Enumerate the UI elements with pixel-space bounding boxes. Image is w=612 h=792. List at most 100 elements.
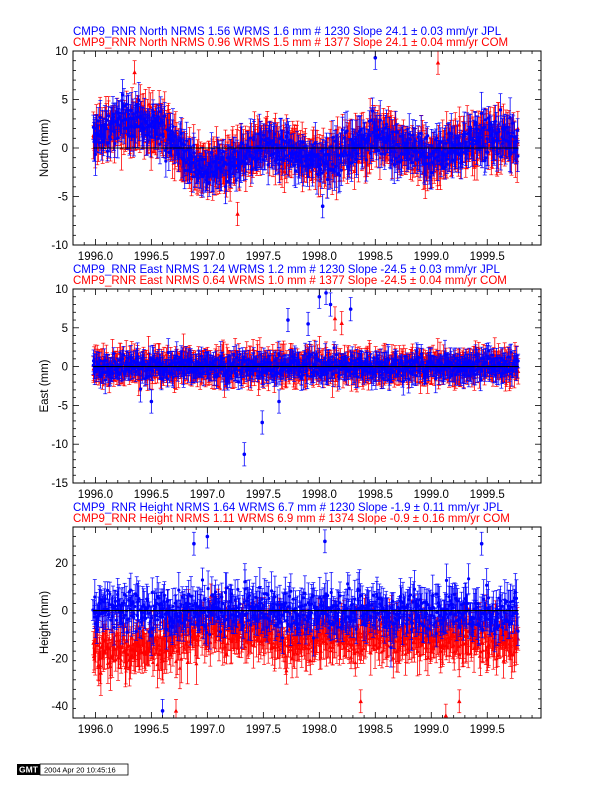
data-point: [192, 136, 197, 169]
y-tick-label: 5: [62, 323, 68, 335]
data-point: [485, 138, 490, 167]
data-point: [221, 155, 226, 177]
data-point: [120, 79, 125, 111]
gmt-logo-text: GMT: [19, 765, 39, 775]
x-tick-label: 1998.0: [302, 251, 337, 263]
x-tick-label: 1998.0: [302, 724, 337, 736]
data-point: [358, 115, 363, 145]
outlier-point: [348, 297, 353, 322]
chart-title-line-2: CMP9_RNR North NRMS 0.96 WRMS 1.5 mm # 1…: [73, 37, 508, 49]
data-point: [324, 141, 329, 168]
x-tick-label: 1997.0: [190, 724, 225, 736]
outlier-point: [479, 531, 484, 556]
outlier-point: [306, 311, 311, 336]
outlier-point: [435, 51, 441, 75]
data-point: [112, 129, 117, 158]
y-tick-label: -10: [51, 439, 68, 451]
x-tick-label: 1997.0: [190, 489, 225, 501]
data-point: [419, 134, 424, 175]
data-point: [246, 132, 251, 171]
x-tick-label: 1999.0: [414, 724, 449, 736]
x-tick-label: 1996.5: [134, 489, 169, 501]
y-tick-label: -5: [58, 192, 68, 204]
data-point: [150, 577, 155, 608]
data-point: [398, 127, 403, 145]
data-point: [330, 120, 335, 155]
chart-title-line-2: CMP9_RNR East NRMS 0.64 WRMS 1.0 mm # 13…: [73, 275, 507, 287]
data-point: [340, 116, 345, 144]
chart-panel-north: CMP9_RNR North NRMS 1.56 WRMS 1.6 mm # 1…: [39, 26, 542, 263]
outlier-point: [328, 292, 333, 317]
data-point: [183, 149, 188, 177]
outlier-point: [285, 308, 290, 333]
data-point: [515, 140, 520, 172]
outlier-point: [132, 60, 137, 85]
data-point: [418, 136, 423, 178]
data-point: [479, 91, 484, 135]
data-point: [424, 146, 429, 182]
outlier-point: [173, 699, 179, 718]
data-point: [332, 151, 337, 191]
data-point: [93, 133, 98, 176]
data-point: [234, 169, 239, 192]
data-point: [515, 118, 520, 143]
x-tick-label: 1996.5: [134, 724, 169, 736]
x-tick-label: 1996.5: [134, 251, 169, 263]
x-tick-label: 1999.0: [414, 251, 449, 263]
y-axis-label: East (mm): [39, 359, 51, 412]
y-axis-label: Height (mm): [39, 591, 51, 654]
x-tick-label: 1999.0: [414, 489, 449, 501]
data-point: [511, 115, 516, 151]
plot-area: [91, 51, 520, 226]
x-tick-label: 1998.5: [358, 251, 393, 263]
data-point: [415, 149, 420, 170]
outlier-point: [277, 389, 282, 414]
x-tick-label: 1999.5: [470, 724, 505, 736]
data-point: [97, 132, 102, 154]
plot-area: [90, 527, 521, 718]
outlier-point: [260, 410, 265, 435]
data-point: [443, 154, 448, 180]
outlier-point: [322, 529, 327, 554]
outlier-point: [235, 201, 240, 226]
x-tick-label: 1997.0: [190, 251, 225, 263]
series-jpl: [91, 79, 520, 205]
y-tick-label: -15: [51, 478, 68, 490]
y-tick-label: 10: [55, 46, 68, 58]
outlier-point: [332, 306, 338, 331]
data-point: [126, 93, 131, 128]
x-tick-label: 1996.0: [78, 251, 113, 263]
x-tick-label: 1999.5: [470, 251, 505, 263]
outlier-point: [373, 51, 378, 70]
data-point: [182, 128, 187, 161]
y-tick-label: 0: [62, 606, 68, 618]
data-point: [124, 95, 129, 114]
chart-panel-height: CMP9_RNR Height NRMS 1.64 WRMS 6.7 mm # …: [39, 502, 542, 736]
y-tick-label: 5: [62, 95, 68, 107]
y-tick-label: 0: [62, 143, 68, 155]
outlier-point: [320, 194, 325, 219]
x-tick-label: 1998.0: [302, 489, 337, 501]
y-tick-label: 20: [55, 558, 68, 570]
x-tick-label: 1999.5: [470, 489, 505, 501]
outlier-point: [457, 689, 462, 714]
data-point: [497, 121, 502, 142]
data-point: [460, 136, 465, 169]
data-point: [332, 341, 337, 355]
plot-area: [91, 289, 521, 467]
data-point: [182, 151, 187, 190]
outlier-point: [149, 389, 154, 414]
data-point: [287, 125, 292, 155]
data-point: [408, 577, 413, 613]
y-tick-label: 10: [55, 284, 68, 296]
gmt-footer: GMT 2004 Apr 20 10:45:16: [17, 763, 129, 776]
data-point: [126, 94, 131, 134]
data-point: [330, 154, 335, 174]
data-point: [156, 106, 161, 140]
data-point: [207, 168, 212, 197]
outlier-point: [191, 531, 196, 556]
x-tick-label: 1996.0: [78, 489, 113, 501]
x-tick-label: 1997.5: [246, 489, 281, 501]
x-tick-label: 1998.5: [358, 489, 393, 501]
